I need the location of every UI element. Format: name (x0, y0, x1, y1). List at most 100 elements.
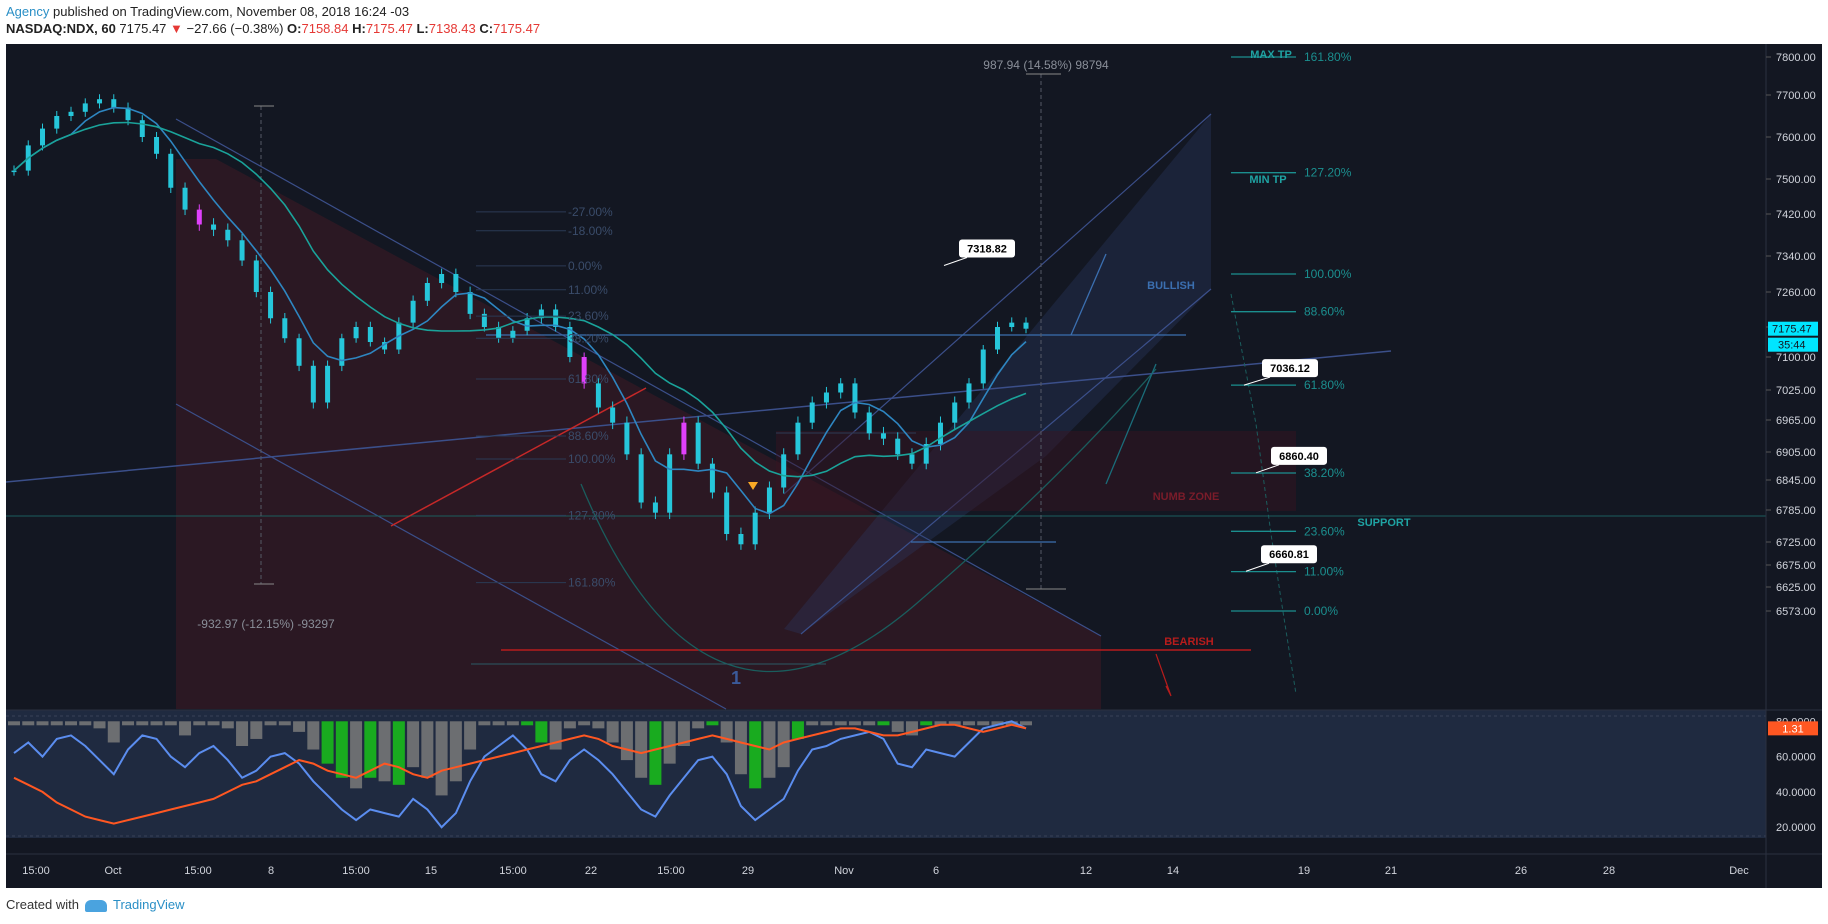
candle-body (652, 502, 658, 513)
fib-left-label: 0.00% (568, 259, 602, 273)
fib-left-label: -27.00% (568, 205, 613, 219)
osc-histogram-bar (449, 721, 462, 782)
candle-body (439, 274, 445, 283)
candle-body (809, 402, 815, 423)
candle-body (196, 209, 202, 225)
osc-histogram-bar (663, 721, 676, 764)
fib-left-label: 161.80% (568, 576, 616, 590)
candle-body (923, 444, 929, 464)
price-tick-label: 7025.00 (1776, 385, 1816, 397)
numb-zone (776, 431, 1296, 511)
candle-body (239, 240, 245, 261)
candle-body (40, 128, 46, 146)
osc-histogram-bar (464, 721, 477, 750)
osc-histogram-bar (122, 721, 135, 726)
analysis-drawings (5, 44, 1822, 888)
down-arrow-icon: ▼ (170, 21, 183, 36)
candle-body (410, 300, 416, 323)
candle-body (823, 392, 829, 403)
zone-label: SUPPORT (1357, 517, 1410, 529)
candle-body (610, 407, 616, 423)
callout-label: 7318.82 (967, 244, 1007, 256)
osc-histogram-bar (635, 721, 648, 778)
measure-label-up: 987.94 (14.58%) 98794 (983, 58, 1109, 72)
time-tick-label: 15:00 (22, 865, 50, 877)
callout-pointer (943, 257, 968, 267)
candle-body (838, 383, 844, 393)
candle-body (895, 438, 901, 455)
fib-left-label: 23.60% (568, 309, 609, 323)
countdown-label: 35:44 (1778, 340, 1806, 352)
chart-svg[interactable]: 161.80%127.20%100.00%88.60%61.80%38.20%2… (5, 44, 1822, 888)
ma-slow-line (13, 121, 1027, 478)
osc-histogram-bar (65, 721, 78, 726)
osc-histogram-bar (136, 721, 149, 726)
candle-body (481, 313, 487, 327)
osc-histogram-bar (93, 721, 106, 729)
zone-label: BEARISH (1164, 636, 1214, 648)
fib-right-label: 0.00% (1304, 604, 1338, 618)
candle-body (453, 274, 459, 292)
bearish-arrow (1155, 653, 1172, 697)
zone-labels: MAX TP MIN TP BULLISH NUMB ZONE SUPPORT BEARI… (197, 49, 1411, 688)
candle-body (182, 187, 188, 210)
osc-histogram-bar (36, 721, 49, 726)
osc-histogram-bar (749, 721, 762, 789)
candle-body (97, 99, 103, 104)
chart-area[interactable]: 161.80% 127.20% 100.00% 88.60% 61.80% 38.20% 2… (5, 44, 1822, 888)
candle-body (467, 292, 473, 314)
quote-line: NASDAQ:NDX, 60 7175.47 ▼ −27.66 (−0.38%)… (6, 20, 540, 37)
price-tick-label: 7800.00 (1776, 52, 1816, 64)
red-trendline (390, 387, 647, 527)
bullish-channel-lower (800, 288, 1212, 635)
callout-pointer (1255, 464, 1280, 474)
osc-histogram-bar (948, 721, 961, 726)
price-tick-label: 6725.00 (1776, 537, 1816, 549)
osc-histogram-bar (620, 721, 633, 761)
osc-histogram-bar (578, 721, 591, 726)
time-tick-label: 28 (1603, 865, 1615, 877)
price-tick-label: 7100.00 (1776, 352, 1816, 364)
candle-body (68, 111, 74, 116)
osc-histogram-bar (549, 721, 562, 750)
oscillator-lines (13, 720, 1027, 829)
tradingview-link[interactable]: TradingView (112, 897, 185, 912)
fib-right-label: 23.60% (1304, 524, 1345, 538)
osc-histogram-bar (407, 721, 420, 768)
osc-blue-line (13, 720, 1027, 829)
candle-body (339, 338, 345, 366)
candle-body (553, 309, 559, 327)
osc-histogram-bar (478, 721, 491, 726)
price-tick-label: 6625.00 (1776, 582, 1816, 594)
osc-histogram-bar (563, 721, 576, 729)
candle-body (852, 383, 858, 413)
osc-histogram-bar (392, 721, 405, 785)
low-label: L: (416, 21, 429, 36)
osc-histogram-bar (207, 721, 220, 726)
cup-arc (580, 368, 1157, 673)
candle-body (880, 433, 886, 439)
fib-right-label: 100.00% (1304, 267, 1352, 281)
candle-body (510, 330, 516, 339)
price-axis[interactable]: 7800.00 7700.00 7600.00 7500.00 7420.00 7340.… (1766, 52, 1818, 618)
bullish-channel-upper (783, 113, 1212, 495)
osc-histogram-bar (649, 721, 662, 785)
osc-histogram-bar (863, 721, 876, 726)
osc-histogram-bar (706, 721, 719, 726)
osc-histogram-bar (50, 721, 63, 726)
candle-body (980, 349, 986, 384)
osc-histogram-bar (250, 721, 263, 739)
osc-histogram-bar (221, 721, 234, 729)
candle-body (709, 463, 715, 493)
osc-histogram-bar (8, 721, 20, 726)
fibonacci-levels: 161.80% 127.20% 100.00% 88.60% 61.80% 38.20% 2… (476, 50, 1352, 618)
time-tick-label: 26 (1515, 865, 1527, 877)
author-link[interactable]: Agency (6, 4, 50, 19)
candle-body (268, 292, 274, 319)
time-axis[interactable]: 15:00 Oct 15:00 8 15:00 15 15:00 22 15:00 29 Nov 6 1… (22, 865, 1749, 877)
countdown-tag (1768, 337, 1818, 352)
fib-left-label: 61.80% (568, 372, 609, 386)
osc-histogram-bar (264, 721, 277, 726)
candle-body (795, 422, 801, 455)
